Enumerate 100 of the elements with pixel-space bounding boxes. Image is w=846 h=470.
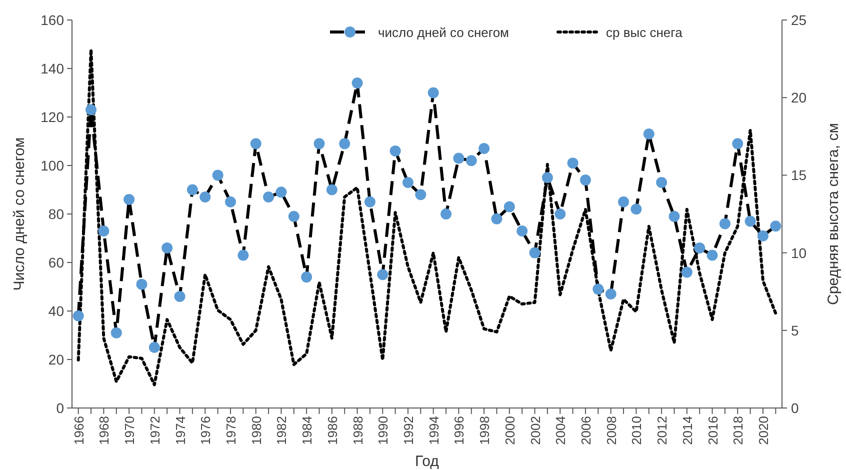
point xyxy=(529,247,540,258)
point xyxy=(618,196,630,208)
point xyxy=(377,269,388,280)
x-tick-label: 2014 xyxy=(680,416,695,445)
legend-label: ср выс снега xyxy=(606,25,684,40)
point xyxy=(656,176,668,188)
point xyxy=(301,272,312,283)
y-tick-label: 120 xyxy=(40,109,64,125)
x-tick-label: 2008 xyxy=(604,416,619,445)
y-axis-title: Число дней со снегом xyxy=(11,137,28,291)
x-tick-label: 1994 xyxy=(426,416,442,445)
point xyxy=(428,87,439,98)
y2-tick-label: 25 xyxy=(791,12,807,28)
x-tick-label: 1984 xyxy=(300,416,315,445)
x-tick-label: 1966 xyxy=(71,416,86,445)
point xyxy=(224,196,236,208)
point xyxy=(200,192,211,203)
point xyxy=(757,230,768,242)
x-axis-title: Год xyxy=(415,453,440,470)
point xyxy=(516,225,528,236)
x-tick-label: 1992 xyxy=(400,416,416,445)
y2-tick-label: 10 xyxy=(791,244,807,261)
point xyxy=(504,201,515,212)
x-tick-label: 2020 xyxy=(756,416,771,445)
point xyxy=(466,155,477,166)
point xyxy=(706,250,718,261)
point xyxy=(440,208,452,220)
point xyxy=(453,152,464,164)
point xyxy=(352,78,363,89)
point xyxy=(339,138,350,150)
point xyxy=(110,327,122,338)
y-tick-label: 60 xyxy=(48,254,64,270)
x-tick-label: 1988 xyxy=(350,416,366,445)
x-tick-label: 1970 xyxy=(122,416,138,445)
point xyxy=(263,192,274,203)
point xyxy=(72,310,84,322)
x-tick-label: 1972 xyxy=(147,416,162,445)
point xyxy=(630,204,642,215)
x-tick-label: 2012 xyxy=(654,416,670,445)
point xyxy=(643,128,654,140)
x-tick-label: 1978 xyxy=(223,416,238,445)
point xyxy=(478,143,490,154)
y-tick-label: 160 xyxy=(40,12,64,28)
x-tick-label: 1996 xyxy=(452,416,467,445)
point xyxy=(554,208,566,220)
point xyxy=(162,242,173,254)
x-tick-label: 2006 xyxy=(578,416,594,445)
x-tick-label: 1990 xyxy=(376,416,391,445)
point xyxy=(770,220,782,232)
point xyxy=(732,138,744,150)
x-tick-label: 2004 xyxy=(553,416,568,445)
y-tick-label: 140 xyxy=(40,60,64,76)
point xyxy=(276,186,287,198)
point xyxy=(326,184,338,196)
point xyxy=(491,213,502,224)
x-tick-label: 1986 xyxy=(324,416,340,445)
point xyxy=(364,196,376,208)
y-tick-label: 80 xyxy=(48,206,64,222)
x-tick-label: 2010 xyxy=(629,416,644,445)
y2-tick-label: 5 xyxy=(791,322,799,338)
y-tick-label: 100 xyxy=(40,158,64,174)
point xyxy=(148,342,160,353)
point xyxy=(592,284,604,295)
y2-axis-title: Средняя высота снега, см xyxy=(825,122,842,306)
y2-tick-label: 15 xyxy=(791,167,807,184)
x-tick-label: 2018 xyxy=(730,416,746,445)
point xyxy=(567,158,578,169)
y-tick-label: 20 xyxy=(48,352,64,368)
x-tick-label: 1980 xyxy=(248,416,264,445)
line-series xyxy=(76,48,778,386)
x-tick-label: 2002 xyxy=(528,416,543,445)
point xyxy=(580,174,591,186)
x-tick-label: 1968 xyxy=(96,416,112,445)
x-tick-label: 1982 xyxy=(274,416,290,445)
point xyxy=(605,288,616,300)
point xyxy=(124,194,135,205)
x-tick-label: 2000 xyxy=(502,416,518,445)
y-tick-label: 40 xyxy=(48,303,64,319)
legend-label: число дней со снегом xyxy=(378,25,510,40)
x-tick-label: 1974 xyxy=(172,416,188,445)
point xyxy=(288,210,300,222)
point xyxy=(390,145,401,156)
point xyxy=(719,218,730,230)
point xyxy=(174,290,186,302)
y-tick-label: 0 xyxy=(56,400,64,416)
point xyxy=(694,242,706,254)
y2-tick-label: 20 xyxy=(791,90,807,106)
point xyxy=(314,138,325,150)
point xyxy=(744,216,756,227)
point xyxy=(186,184,198,196)
point xyxy=(250,138,262,150)
point xyxy=(542,172,553,184)
point xyxy=(98,225,110,236)
point xyxy=(681,266,692,278)
point xyxy=(86,104,97,116)
point xyxy=(238,250,249,261)
point xyxy=(402,176,414,188)
point xyxy=(212,170,224,181)
x-tick-label: 1998 xyxy=(477,416,492,445)
point xyxy=(415,189,426,200)
